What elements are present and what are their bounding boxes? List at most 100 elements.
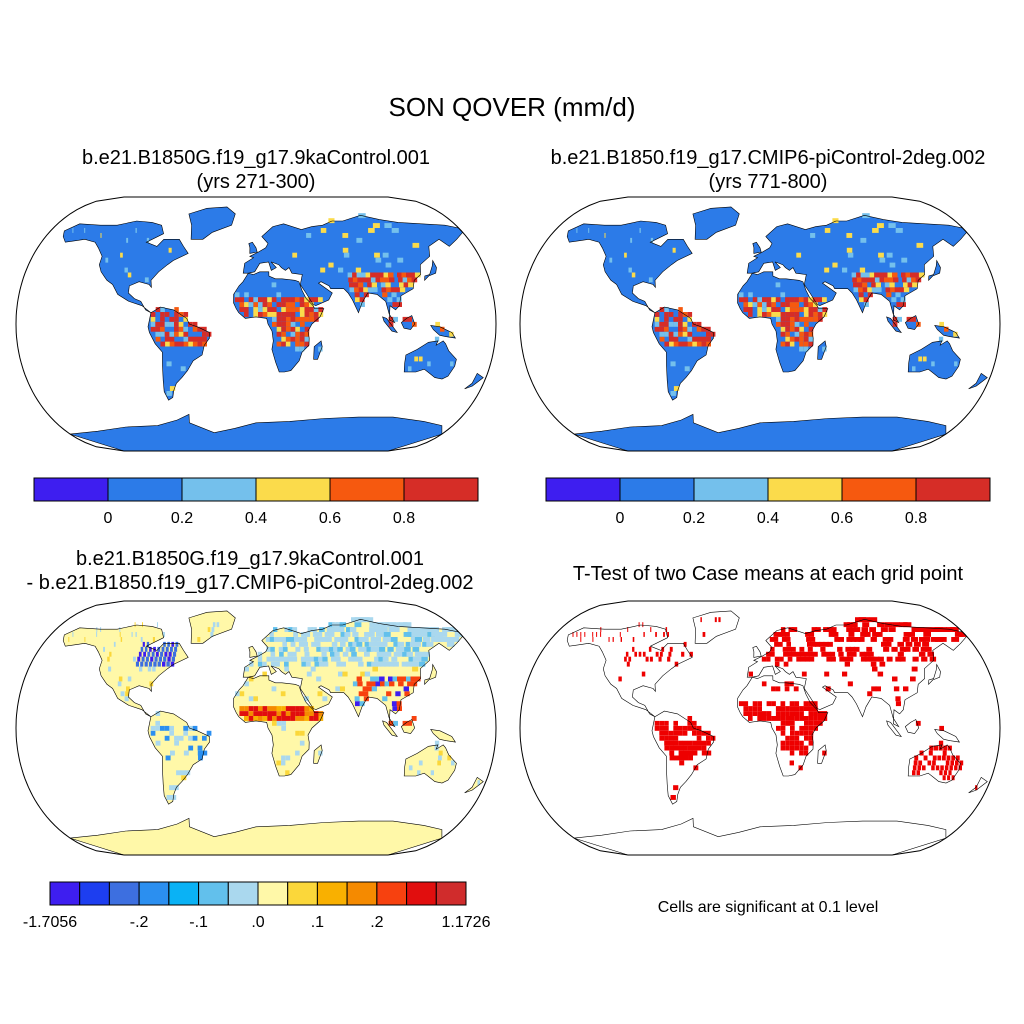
grid-cell — [950, 760, 954, 766]
grid-cell — [799, 646, 805, 652]
coastline-japan — [424, 259, 437, 282]
grid-cell — [371, 661, 377, 667]
grid-cell — [771, 302, 776, 307]
grid-cell — [392, 627, 400, 632]
grid-cell — [408, 366, 412, 372]
grid-cell — [379, 632, 387, 637]
grid-cell — [899, 646, 907, 652]
grid-cell — [403, 622, 412, 628]
grid-cell — [752, 701, 758, 707]
grid-cell — [414, 651, 422, 657]
grid-cell — [299, 336, 305, 342]
grid-cell — [864, 632, 871, 637]
grid-cell — [282, 646, 288, 652]
grid-cell — [942, 775, 946, 781]
grid-cell — [450, 361, 454, 367]
grid-cell — [860, 237, 867, 243]
grid-cell — [701, 326, 706, 332]
grid-cell — [397, 257, 404, 263]
grid-cell — [403, 686, 409, 692]
grid-cell — [762, 312, 767, 317]
grid-cell — [421, 656, 428, 662]
grid-cell — [619, 632, 621, 637]
grid-cell — [794, 740, 800, 746]
grid-cell — [290, 326, 296, 332]
grid-cell — [113, 641, 116, 647]
grid-cell — [107, 656, 110, 662]
grid-cell — [853, 646, 860, 652]
grid-cell — [310, 666, 316, 672]
grid-cell — [276, 316, 282, 322]
grid-cell — [838, 651, 844, 657]
grid-cell — [163, 641, 166, 647]
grid-cell — [837, 646, 843, 652]
grid-cell — [352, 632, 359, 637]
grid-cell — [337, 646, 343, 652]
grid-cell — [299, 711, 305, 716]
grid-cell — [166, 661, 170, 667]
grid-cell — [766, 302, 772, 307]
grid-cell — [673, 316, 678, 322]
grid-cell — [257, 661, 263, 667]
grid-cell — [911, 316, 916, 322]
grid-cell — [659, 651, 663, 657]
grid-cell — [124, 696, 129, 702]
grid-cell — [667, 632, 669, 637]
grid-cell — [604, 233, 606, 238]
grid-cell — [678, 740, 683, 746]
grid-cell — [356, 656, 363, 662]
grid-cell — [775, 711, 781, 716]
grid-cell — [775, 282, 781, 288]
grid-cell — [348, 277, 354, 283]
grid-cell — [370, 681, 377, 687]
grid-cell — [858, 292, 864, 298]
grid-cell — [692, 336, 697, 342]
grid-cell — [780, 711, 786, 716]
grid-cell — [803, 312, 809, 317]
grid-cell — [799, 341, 804, 347]
grid-cell — [673, 735, 679, 741]
grid-cell — [785, 331, 790, 337]
grid-cell — [818, 316, 823, 322]
grid-cell — [426, 641, 434, 647]
grid-cell — [267, 716, 272, 721]
grid-cell — [678, 321, 683, 327]
grid-cell — [391, 622, 400, 628]
grid-cell — [803, 716, 809, 721]
grid-cell — [921, 656, 928, 662]
grid-cell — [659, 730, 664, 736]
grid-cell — [407, 681, 413, 687]
land-britain — [248, 242, 258, 254]
grid-cell — [864, 302, 869, 307]
grid-cell — [943, 770, 948, 776]
grid-cell — [309, 656, 315, 662]
grid-cell — [439, 632, 448, 637]
grid-cell — [338, 267, 344, 273]
grid-cell — [861, 277, 867, 283]
grid-cell — [710, 735, 716, 741]
grid-cell — [384, 681, 390, 687]
grid-cell — [158, 656, 162, 662]
grid-cell — [271, 282, 277, 288]
grid-cell — [700, 617, 702, 623]
grid-cell — [151, 651, 155, 657]
grid-cell — [281, 706, 286, 711]
grid-cell — [818, 720, 823, 726]
colorbar-label: .0 — [251, 914, 264, 931]
grid-cell — [302, 637, 308, 642]
grid-cell — [706, 331, 711, 337]
grid-cell — [918, 272, 925, 278]
grid-cell — [678, 312, 683, 317]
grid-cell — [360, 671, 366, 677]
grid-cell — [867, 691, 873, 697]
grid-cell — [281, 716, 286, 721]
grid-cell — [673, 331, 679, 337]
grid-cell — [714, 617, 717, 623]
grid-cell — [939, 637, 947, 642]
grid-cell — [375, 661, 382, 667]
grid-cell — [803, 297, 809, 303]
grid-cell — [839, 656, 845, 662]
grid-cell — [780, 706, 786, 711]
grid-cell — [817, 312, 823, 317]
grid-cell — [295, 341, 300, 347]
